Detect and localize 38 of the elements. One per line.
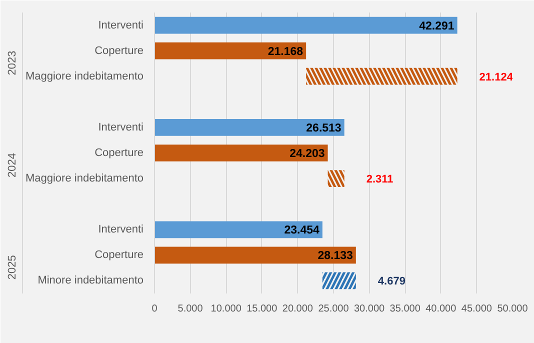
x-tick-label: 40.000 (426, 304, 457, 314)
bar (154, 42, 306, 60)
bar (154, 246, 356, 264)
x-tick-label: 30.000 (354, 304, 386, 314)
y-tick-label: Interventi (98, 19, 144, 32)
text: 2024 (6, 152, 18, 178)
y-tick-label: Interventi (98, 224, 144, 236)
text: 2023 (6, 50, 18, 76)
data-label: 2.311 (366, 174, 394, 186)
data-label: 26.513 (306, 122, 342, 134)
bar (154, 16, 458, 34)
y-tick-label: Maggiore indebitamento (25, 172, 144, 185)
x-tick-label: 5.000 (178, 304, 204, 314)
data-label: 23.454 (284, 224, 320, 237)
x-tick-label: 35.000 (390, 304, 421, 314)
x-tick-label: 45.000 (461, 304, 492, 314)
x-tick-label: 50.000 (497, 304, 528, 314)
y-tick-label: Coperture (94, 147, 144, 159)
data-label: 28.133 (318, 250, 353, 262)
x-tick-label: 15.000 (246, 304, 278, 314)
x-tick-label: 20.000 (282, 304, 314, 314)
data-label: 21.168 (268, 46, 304, 58)
y-tick-label: Coperture (94, 249, 144, 262)
y-tick-label: Minore indebitamento (38, 274, 144, 287)
data-label: 42.291 (419, 20, 455, 32)
y-tick-label: Coperture (94, 44, 144, 57)
data-label: 4.679 (378, 276, 406, 288)
text: 2025 (6, 255, 18, 280)
data-label: 24.203 (290, 148, 325, 160)
x-tick-label: 10.000 (210, 304, 242, 314)
x-tick-label: 25.000 (318, 304, 350, 314)
bar (154, 119, 344, 136)
bar (154, 221, 322, 238)
y-tick-label: Interventi (98, 121, 144, 134)
y-tick-label: Maggiore indebitamento (25, 70, 144, 82)
data-label: 21.124 (479, 71, 514, 84)
bar (154, 144, 328, 162)
x-tick-label: 0 (152, 304, 158, 314)
